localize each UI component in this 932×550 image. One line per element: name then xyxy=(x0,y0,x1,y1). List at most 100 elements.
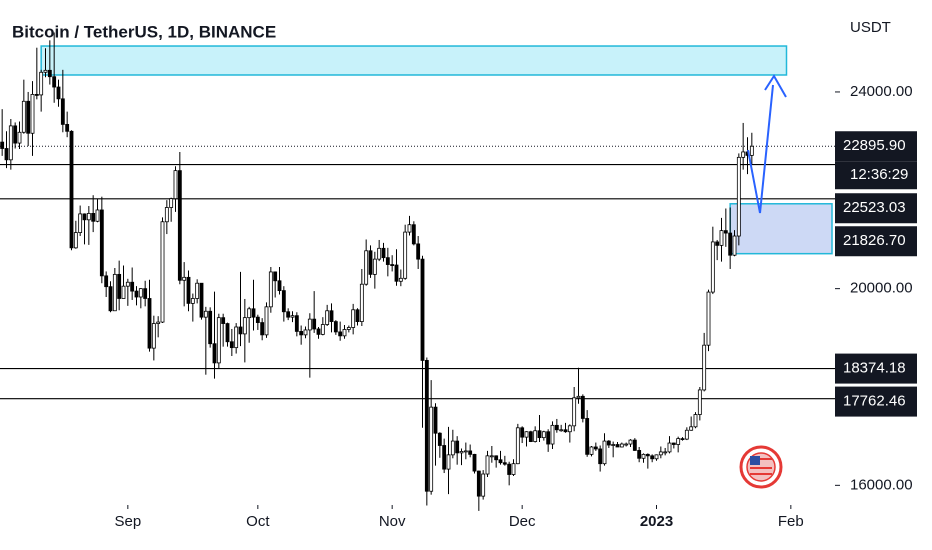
candle-body xyxy=(476,470,481,497)
candle-body xyxy=(645,453,650,457)
candle-body xyxy=(463,450,468,453)
candle-body xyxy=(715,241,720,246)
candle-body xyxy=(203,310,208,318)
candle-body xyxy=(17,131,22,144)
candle-body xyxy=(485,455,490,475)
candle-body xyxy=(186,276,191,304)
candle-body xyxy=(632,439,637,451)
candle-body xyxy=(234,326,239,349)
candle-body xyxy=(723,230,728,234)
zone xyxy=(729,203,833,255)
candle-body xyxy=(299,331,304,336)
candle-body xyxy=(602,440,607,465)
candle-body xyxy=(338,331,343,337)
icon-stripe xyxy=(750,467,772,469)
candle-body xyxy=(606,440,611,446)
candle-body xyxy=(199,282,204,318)
candle-body xyxy=(359,283,364,322)
candle-body xyxy=(312,318,317,330)
candle-body xyxy=(524,431,529,438)
candle-body xyxy=(65,124,70,132)
candle-body xyxy=(589,446,594,455)
x-tick-label: Oct xyxy=(246,513,270,530)
candle-body xyxy=(433,406,438,434)
candle-body xyxy=(689,426,694,431)
candle-body xyxy=(329,310,334,322)
candle-body xyxy=(164,207,169,223)
candle-body xyxy=(494,455,499,461)
y-tick-label: 20000.00 xyxy=(850,280,913,297)
candle-body xyxy=(741,151,746,158)
candle-body xyxy=(403,231,408,279)
candle-body xyxy=(268,271,273,308)
candle-body xyxy=(710,241,715,293)
candle-body xyxy=(537,430,542,439)
candle-body xyxy=(307,318,312,331)
candle-body xyxy=(143,288,148,299)
candle-body xyxy=(390,264,395,266)
candle-body xyxy=(39,71,44,96)
icon-stripe xyxy=(750,473,772,475)
candle-body xyxy=(26,100,31,134)
arrow-head xyxy=(764,74,787,98)
candle-body xyxy=(169,198,174,208)
candle-body xyxy=(286,311,291,318)
candle-body xyxy=(82,213,87,221)
candle-body xyxy=(208,310,213,345)
level-tag-box xyxy=(835,386,917,417)
candle-body xyxy=(34,94,39,96)
candle-body xyxy=(546,431,551,445)
candle-body xyxy=(156,321,161,324)
candle-body xyxy=(333,321,338,333)
candle-body xyxy=(372,258,377,275)
candle-body xyxy=(611,444,616,446)
candle-body xyxy=(637,450,642,459)
candle-body xyxy=(325,310,330,325)
candle-body xyxy=(702,344,707,391)
candle-body xyxy=(641,453,646,459)
x-tick-label: Sep xyxy=(114,513,141,530)
candle-body xyxy=(221,317,226,324)
level-tag: 18374.18 xyxy=(843,360,906,377)
x-tick-label: Nov xyxy=(379,513,406,530)
candle-body xyxy=(728,232,733,256)
y-tick-label: 24000.00 xyxy=(850,83,913,100)
candle-body xyxy=(281,290,286,313)
candle-body xyxy=(264,306,269,336)
axes: 24000.00 20000.00 16000.00 Sep Oct Nov Dec 2023… xyxy=(114,83,917,530)
candle-body xyxy=(212,343,217,364)
candle-body xyxy=(52,76,57,88)
candle-body xyxy=(502,462,507,465)
chart-title: Bitcoin / TetherUS, 1D, BINANCE xyxy=(12,22,276,41)
candle-body xyxy=(4,148,9,161)
x-tick-label: Feb xyxy=(778,513,804,530)
candle-body xyxy=(99,209,104,277)
candle-body xyxy=(104,275,109,288)
candle-body xyxy=(437,432,442,446)
level-tag-box xyxy=(835,193,917,224)
candle-body xyxy=(108,286,113,312)
candle-body xyxy=(69,130,74,249)
candle-body xyxy=(0,141,5,149)
candle-body xyxy=(598,448,603,465)
candle-body xyxy=(468,450,473,455)
candle-body xyxy=(736,156,741,237)
candle-body xyxy=(671,442,676,445)
candle-body xyxy=(346,327,351,330)
candle-body xyxy=(567,425,572,433)
candle-body xyxy=(719,230,724,246)
candle-body xyxy=(121,285,126,299)
candle-body xyxy=(147,298,152,349)
candle-body xyxy=(489,455,494,458)
candle-body xyxy=(60,98,65,125)
candle-body xyxy=(559,429,564,432)
candle-body xyxy=(30,94,35,134)
candle-body xyxy=(615,444,620,448)
candle-body xyxy=(138,288,143,298)
candle-body xyxy=(658,451,663,456)
candle-body xyxy=(177,170,182,281)
candle-body xyxy=(407,224,412,233)
x-tick-label: Dec xyxy=(509,513,536,530)
